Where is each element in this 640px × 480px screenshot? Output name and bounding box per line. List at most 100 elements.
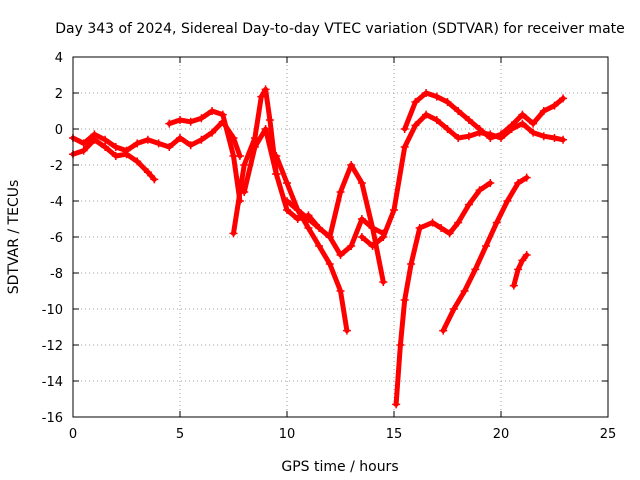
data-point-marker xyxy=(122,150,131,159)
x-tick-label: 10 xyxy=(279,427,296,442)
series-trace xyxy=(231,86,279,236)
data-point-marker xyxy=(518,256,527,265)
data-point-marker xyxy=(325,260,334,268)
data-point-marker xyxy=(522,251,531,259)
data-point-marker xyxy=(342,326,351,335)
data-point-marker xyxy=(197,114,206,123)
data-point-marker xyxy=(443,98,452,106)
data-point-marker xyxy=(449,305,458,313)
data-point-marker xyxy=(143,135,152,144)
data-point-marker xyxy=(315,242,324,250)
data-point-marker xyxy=(439,326,448,335)
data-point-marker xyxy=(229,152,238,160)
series-trace xyxy=(393,180,493,407)
x-tick-label: 25 xyxy=(600,427,617,442)
data-point-marker xyxy=(539,107,548,115)
data-point-marker xyxy=(529,119,538,128)
data-point-marker xyxy=(518,119,527,128)
data-point-marker xyxy=(400,296,409,304)
data-point-marker xyxy=(400,143,409,151)
data-point-marker xyxy=(503,197,512,205)
data-point-marker xyxy=(411,121,420,130)
series-track-3 xyxy=(165,107,244,205)
data-point-marker xyxy=(240,161,249,169)
data-point-marker xyxy=(518,110,527,119)
data-point-marker xyxy=(522,173,531,182)
data-point-marker xyxy=(396,341,405,349)
data-point-marker xyxy=(304,215,313,223)
x-axis-label: GPS time / hours xyxy=(281,459,398,475)
series-track-11 xyxy=(439,173,531,335)
data-point-marker xyxy=(390,206,398,214)
data-point-marker xyxy=(304,224,313,232)
data-point-marker xyxy=(347,242,356,250)
y-tick-label: -8 xyxy=(50,267,63,282)
data-point-marker xyxy=(400,125,409,133)
data-point-marker xyxy=(357,215,366,223)
data-point-marker xyxy=(208,128,217,137)
series-trace xyxy=(70,119,243,159)
y-tick-label: -16 xyxy=(42,411,63,426)
data-point-marker xyxy=(261,125,270,133)
data-point-marker xyxy=(443,125,452,133)
data-point-marker xyxy=(101,135,110,144)
series-track-2 xyxy=(69,135,159,184)
data-point-marker xyxy=(197,135,206,144)
data-point-marker xyxy=(176,116,184,124)
data-point-marker xyxy=(265,116,274,124)
data-point-marker xyxy=(559,135,568,144)
data-point-marker xyxy=(464,200,473,209)
data-point-marker xyxy=(497,130,505,139)
data-point-marker xyxy=(428,218,437,227)
series-layer xyxy=(69,85,568,409)
series-track-1 xyxy=(69,117,244,160)
data-point-marker xyxy=(492,218,501,227)
data-point-marker xyxy=(218,110,227,119)
series-trace xyxy=(359,112,566,249)
data-point-marker xyxy=(379,233,388,241)
data-point-marker xyxy=(111,143,120,151)
data-point-marker xyxy=(283,179,291,187)
data-point-marker xyxy=(79,139,88,148)
series-track-8 xyxy=(357,110,568,250)
data-point-marker xyxy=(133,139,142,148)
series-track-7 xyxy=(283,161,388,286)
data-point-marker xyxy=(464,132,473,141)
series-track-10 xyxy=(392,179,495,409)
data-point-marker xyxy=(368,242,377,250)
data-point-marker xyxy=(415,224,424,232)
data-point-marker xyxy=(550,134,559,142)
data-point-marker xyxy=(272,170,281,178)
series-track-12 xyxy=(509,251,531,290)
y-axis-label: SDTVAR / TECUs xyxy=(6,180,22,295)
data-point-marker xyxy=(454,218,463,227)
data-point-marker xyxy=(486,134,495,142)
data-point-marker xyxy=(539,132,548,141)
data-point-marker xyxy=(261,85,270,94)
data-point-marker xyxy=(143,168,152,177)
series-trace xyxy=(511,252,530,289)
data-point-marker xyxy=(347,161,356,169)
data-point-marker xyxy=(559,94,568,103)
chart-title: Day 343 of 2024, Sidereal Day-to-day VTE… xyxy=(55,21,625,37)
axis-ticks: 0 5 10 15 20 25 -16 -14 -12 -10 -8 -6 -4 -2 0 2 4 xyxy=(42,51,617,442)
data-point-marker xyxy=(336,188,345,196)
data-point-marker xyxy=(529,128,538,137)
data-point-marker xyxy=(165,119,174,128)
y-tick-label: -14 xyxy=(42,375,63,390)
data-point-marker xyxy=(208,107,217,115)
data-point-marker xyxy=(422,110,431,119)
data-point-marker xyxy=(422,89,431,97)
data-point-marker xyxy=(79,146,88,155)
data-point-marker xyxy=(379,278,388,286)
series-trace xyxy=(402,90,566,141)
data-point-marker xyxy=(432,92,441,101)
data-point-marker xyxy=(250,143,259,151)
grid xyxy=(73,57,608,417)
y-tick-label: 2 xyxy=(55,87,63,102)
data-point-marker xyxy=(407,260,416,268)
data-point-marker xyxy=(509,281,518,290)
data-point-marker xyxy=(486,179,495,187)
data-point-marker xyxy=(186,117,195,126)
